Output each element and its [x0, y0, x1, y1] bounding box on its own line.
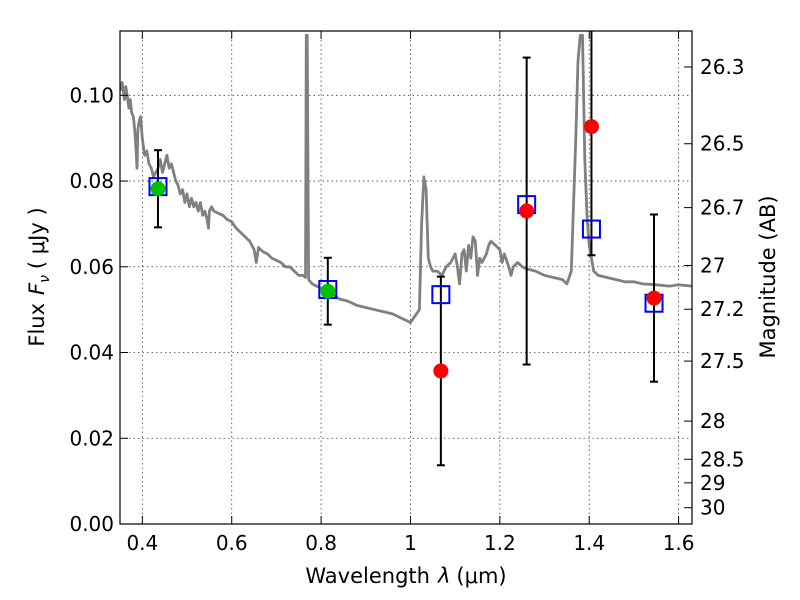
observed-point — [646, 290, 662, 306]
plot-area — [120, 31, 692, 467]
observed-point — [519, 203, 535, 219]
observed-point — [150, 181, 166, 197]
plot-frame — [119, 30, 693, 525]
y-tick-label: 0.04 — [69, 341, 114, 365]
y-tick-label: 0.10 — [69, 83, 114, 107]
x-tick-label: 0.8 — [305, 531, 337, 555]
observed-point — [320, 283, 336, 299]
model-square-marker — [581, 219, 601, 239]
model-square-marker — [431, 285, 451, 305]
grid — [120, 31, 692, 524]
y-tick-label: 0.08 — [69, 169, 114, 193]
x-axis-label: Wavelength λ (μm) — [305, 564, 506, 588]
y2-tick-label: 26.3 — [700, 55, 745, 79]
y-tick-label: 0.00 — [69, 512, 114, 536]
y2-axis-label: Magnitude (AB) — [756, 195, 780, 358]
observed-point — [433, 363, 449, 379]
y2-tick-label: 28 — [700, 409, 725, 433]
y2-tick-label: 28.5 — [700, 447, 745, 471]
x-tick-label: 1.2 — [484, 531, 516, 555]
y2-tick-label: 27 — [700, 253, 725, 277]
y2-tick-label: 26.5 — [700, 132, 745, 156]
model-spectrum-line — [120, 33, 692, 324]
y-tick-label: 0.06 — [69, 255, 114, 279]
x-tick-label: 1 — [404, 531, 417, 555]
axes: 0.4 0.6 0.8 1 1.2 1.4 1.6 0.00 0.02 0.04 0.06 0.08 0… — [69, 30, 745, 555]
x-tick-label: 1.6 — [663, 531, 695, 555]
y-axis-label: FluxFν( μJy ) — [25, 207, 53, 346]
x-tick-label: 1.4 — [573, 531, 605, 555]
x-tick-label: 0.6 — [216, 531, 248, 555]
y2-tick-label: 29 — [700, 471, 725, 495]
y2-tick-label: 27.2 — [700, 297, 745, 321]
y-tick-label: 0.02 — [69, 426, 114, 450]
x-tick-label: 0.4 — [126, 531, 158, 555]
y2-tick-label: 27.5 — [700, 349, 745, 373]
y2-tick-label: 30 — [700, 496, 725, 520]
observed-point — [583, 119, 599, 135]
y2-tick-label: 26.7 — [700, 196, 745, 220]
